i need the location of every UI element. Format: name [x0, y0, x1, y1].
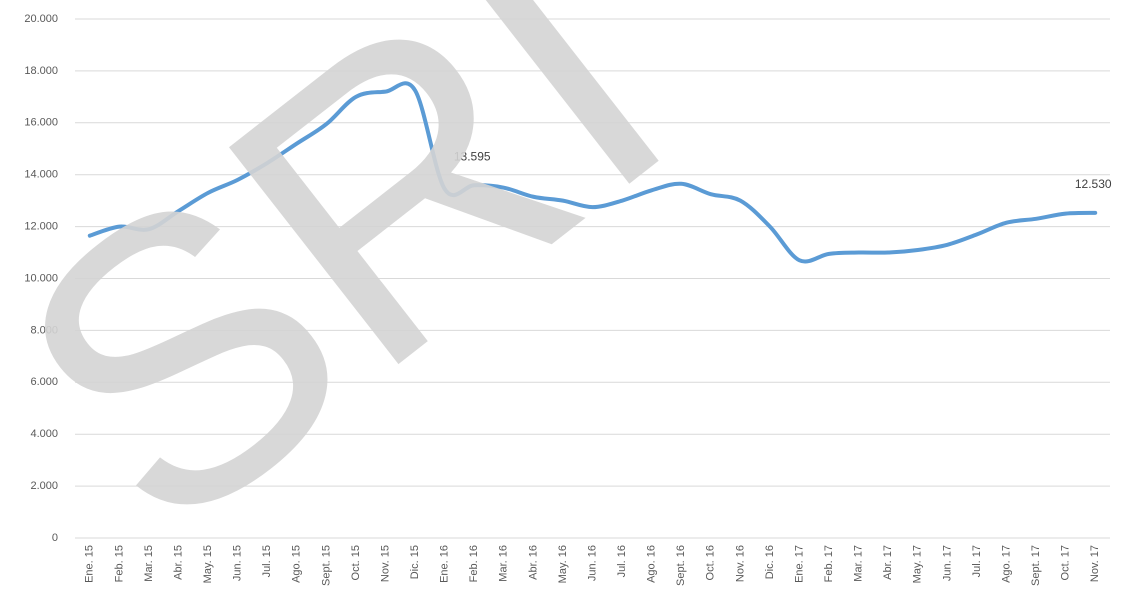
x-tick-label: Jul. 16 [616, 545, 628, 577]
x-tick-label: Abr. 15 [172, 545, 184, 580]
x-tick-label: May. 15 [202, 545, 214, 583]
data-line [87, 81, 1098, 264]
y-tick-label: 2.000 [30, 480, 58, 492]
data-label: 12.530 [1075, 177, 1112, 191]
x-tick-label: Dic. 15 [409, 545, 421, 579]
y-tick-label: 10.000 [24, 272, 58, 284]
x-tick-label: Nov. 17 [1089, 545, 1101, 582]
x-tick-label: Jul. 15 [261, 545, 273, 577]
x-tick-label: Jul. 17 [971, 545, 983, 577]
x-tick-label: Ene. 16 [439, 545, 451, 583]
x-tick-label: Nov. 16 [734, 545, 746, 582]
x-tick-label: Jun. 17 [941, 545, 953, 581]
x-tick-label: Feb. 15 [113, 545, 125, 582]
x-tick-label: Mar. 16 [498, 545, 510, 582]
y-tick-label: 8.000 [30, 324, 58, 336]
x-tick-label: Ene. 17 [793, 545, 805, 583]
x-tick-label: Ago. 15 [291, 545, 303, 583]
x-tick-label: Oct. 17 [1060, 545, 1072, 580]
x-tick-label: Abr. 17 [882, 545, 894, 580]
x-tick-label: Sept. 15 [320, 545, 332, 586]
x-tick-label: Ene. 15 [84, 545, 96, 583]
y-tick-label: 18.000 [24, 65, 58, 77]
x-tick-label: Oct. 15 [350, 545, 362, 580]
x-tick-label: Dic. 16 [764, 545, 776, 579]
x-tick-label: Feb. 17 [823, 545, 835, 582]
data-label: 13.595 [454, 149, 491, 163]
y-tick-label: 0 [52, 532, 58, 544]
x-tick-label: Feb. 16 [468, 545, 480, 582]
y-tick-label: 14.000 [24, 169, 58, 181]
x-tick-label: Jun. 15 [232, 545, 244, 581]
x-tick-label: Nov. 15 [379, 545, 391, 582]
y-tick-label: 16.000 [24, 117, 58, 129]
x-tick-label: Mar. 15 [143, 545, 155, 582]
x-tick-label: May. 17 [912, 545, 924, 583]
x-tick-label: Ago. 16 [646, 545, 658, 583]
y-tick-label: 6.000 [30, 376, 58, 388]
y-tick-label: 4.000 [30, 428, 58, 440]
x-tick-label: Sept. 17 [1030, 545, 1042, 586]
x-tick-label: Abr. 16 [527, 545, 539, 580]
y-tick-label: 12.000 [24, 221, 58, 233]
x-tick-label: Oct. 16 [705, 545, 717, 580]
x-tick-label: Sept. 16 [675, 545, 687, 586]
x-tick-label: Mar. 17 [853, 545, 865, 582]
x-tick-label: Jun. 16 [586, 545, 598, 581]
y-tick-label: 20.000 [24, 13, 58, 25]
x-tick-label: Ago. 17 [1000, 545, 1012, 583]
x-tick-label: May. 16 [557, 545, 569, 583]
watermark: SRI [0, 0, 740, 608]
